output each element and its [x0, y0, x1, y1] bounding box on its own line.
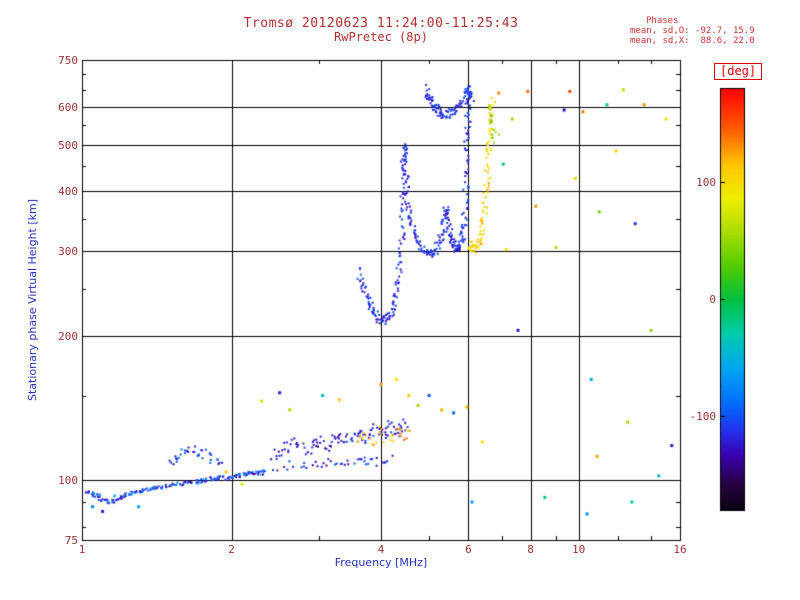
phase-stats: Phases mean, sd,O: -92.7, 15.9 mean, sd,… [630, 16, 755, 46]
phase-stats-o-line: mean, sd,O: -92.7, 15.9 [630, 26, 755, 36]
colorbar-tick-label-0: 0 [709, 293, 716, 306]
x-axis-label: Frequency [MHz] [334, 556, 428, 569]
x-tick-label-10: 10 [572, 543, 586, 556]
y-tick-label-300: 300 [58, 245, 78, 258]
x-tick-label-2: 2 [228, 543, 235, 556]
y-tick-label-750: 750 [58, 54, 78, 67]
phase-stats-header: Phases [646, 16, 679, 26]
plot-title: Tromsø 20120623 11:24:00-11:25:43 [243, 16, 519, 31]
y-axis-label: Stationary phase Virtual Height [km] [26, 198, 39, 402]
colorbar-unit-label: [deg] [714, 63, 763, 80]
y-tick-label-200: 200 [58, 329, 78, 343]
x-tick-label-8: 8 [527, 543, 534, 556]
colorbar-tick-label--100: -100 [689, 410, 717, 424]
y-tick-label-100: 100 [58, 474, 78, 488]
y-tick-label-500: 500 [58, 138, 78, 152]
y-tick-label-400: 400 [58, 185, 78, 199]
y-tick-label-600: 600 [58, 100, 78, 114]
phase-stats-x-line: mean, sd,X: 88.6, 22.0 [630, 36, 755, 46]
plot-subtitle: RwPretec (8p) [334, 30, 428, 44]
x-tick-label-1: 1 [78, 543, 86, 556]
x-tick-label-16: 16 [673, 543, 687, 556]
x-tick-label-6: 6 [465, 543, 472, 556]
x-tick-label-4: 4 [377, 543, 385, 556]
colorbar-tick-label-100: 100 [696, 175, 716, 189]
y-tick-label-75: 75 [64, 534, 78, 547]
